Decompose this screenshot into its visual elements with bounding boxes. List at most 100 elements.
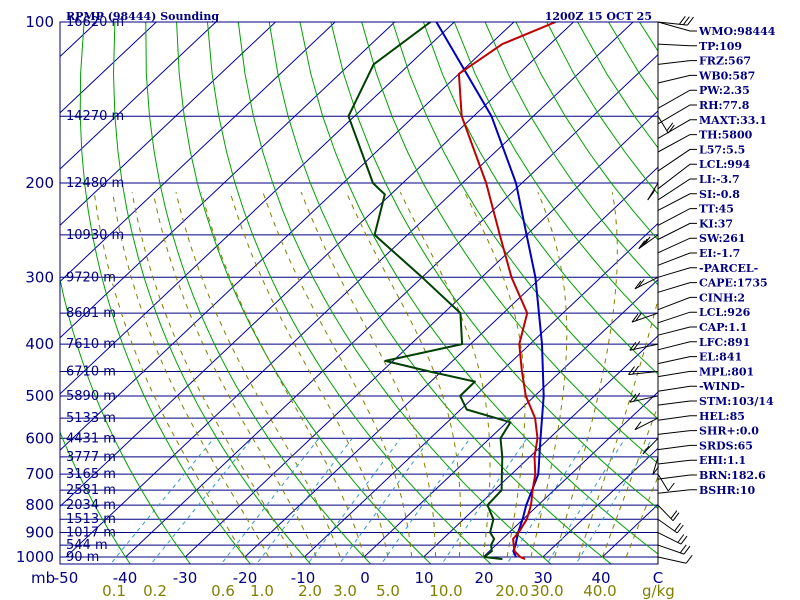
index-tp: TP:109 <box>699 40 742 53</box>
wind-barb-flag <box>670 510 678 519</box>
isotherm-line <box>60 22 515 451</box>
index-leader-line <box>657 474 697 480</box>
wind-barb <box>657 21 688 26</box>
index-el: EL:841 <box>699 351 742 364</box>
moist-adiabat-line <box>530 192 568 558</box>
wind-barb-flag <box>683 545 691 555</box>
index-leader-line <box>657 489 697 494</box>
isotherm-line <box>304 222 658 558</box>
index-leader-line <box>657 326 697 336</box>
height-tick-label: 9720 m <box>66 270 116 285</box>
moist-adiabat-line <box>175 192 341 558</box>
index-leader-line <box>657 119 697 139</box>
height-tick-label: 5890 m <box>66 389 116 404</box>
wind-barb-flag <box>685 554 693 564</box>
moist-adiabat-line <box>131 192 293 558</box>
index-leader-line <box>657 178 697 201</box>
wind-barb-flag <box>634 280 642 290</box>
height-tick-label: 6710 m <box>66 365 116 380</box>
height-tick-label: 7610 m <box>66 337 116 352</box>
mixing-ratio-line <box>506 438 589 564</box>
moist-adiabat-line <box>578 297 658 558</box>
mixing-ratio-line <box>546 438 626 564</box>
mixing-ratio-tick-label: 3.0 <box>333 582 357 600</box>
index-th: TH:5800 <box>699 129 753 142</box>
moist-adiabat-line <box>112 192 270 558</box>
pressure-tick-label: 200 <box>25 174 54 192</box>
index-leader-line <box>657 222 697 240</box>
moist-adiabat-line <box>93 192 246 558</box>
wind-barb-flag <box>633 341 641 350</box>
isotherm-line <box>125 54 658 558</box>
chart-title: RPMP (98444) Sounding <box>66 10 219 23</box>
pressure-tick-label: 600 <box>25 429 54 447</box>
index-brn: BRN:182.6 <box>699 469 766 482</box>
temperature-tick-label: -10 <box>291 569 316 587</box>
index-leader-line <box>657 21 697 32</box>
index-leader-line <box>657 459 697 465</box>
dry-adiabat-line <box>422 22 658 375</box>
index-tt: TT:45 <box>699 203 734 216</box>
wind-barb-flag <box>641 238 648 248</box>
dewpoint-trace <box>347 22 512 561</box>
mixing-ratio-line <box>109 437 215 564</box>
wind-barb-flag <box>631 313 639 323</box>
index-leader-line <box>657 74 697 84</box>
index-stm: STM:103/14 <box>699 395 774 408</box>
mixing-ratio-tick-label: 2.0 <box>298 582 322 600</box>
index-si: SI:-0.8 <box>699 188 740 201</box>
isotherm-line <box>60 22 574 508</box>
wind-barb-flag <box>648 189 656 198</box>
profile-layer <box>347 22 556 561</box>
moist-adiabat-line <box>262 192 413 558</box>
index-wb: WB0:587 <box>698 69 755 82</box>
wind-barb-flag <box>628 366 635 375</box>
wind-barb-flag <box>667 482 675 492</box>
mixing-ratio-tick-label: 40.0 <box>583 582 616 600</box>
height-tick-label: 1017 m <box>66 526 116 541</box>
mixing-ratio-tick-label: 20.0 <box>495 582 528 600</box>
mixing-ratio-tick-label: 30.0 <box>530 582 563 600</box>
index-ei: EI:-1.7 <box>699 247 740 260</box>
temperature-tick-label: -30 <box>173 569 198 587</box>
index-leader-line <box>657 400 697 406</box>
dry-adiabat-line <box>60 430 131 564</box>
wind-barb-flag <box>687 16 694 26</box>
dry-adiabat-line <box>361 22 658 465</box>
mixing-ratio-tick-label: 10.0 <box>429 582 462 600</box>
pressure-tick-label: 700 <box>25 465 54 483</box>
isotherm-line <box>423 335 658 558</box>
pressure-tick-label: 900 <box>25 524 54 542</box>
moist-adiabat-line <box>229 192 389 558</box>
height-tick-label: 2581 m <box>66 483 116 498</box>
wind-barb-flag <box>633 392 641 402</box>
mixing-ratio-tick-label: 0.6 <box>211 582 235 600</box>
wind-barb <box>628 370 659 376</box>
wind-barb <box>657 504 674 522</box>
mixing-ratio-tick-label: 5.0 <box>376 582 400 600</box>
moist-adiabat-line <box>399 191 491 558</box>
index-leader-line <box>657 208 697 226</box>
pressure-tick-label: 1000 <box>16 548 54 566</box>
wind-barb-flag <box>666 122 674 132</box>
wind-barb-flag <box>679 544 687 554</box>
temperature-tick-label: -50 <box>54 569 79 587</box>
mixing-ratio-line <box>150 437 253 564</box>
wind-barb <box>657 556 687 564</box>
index-bshr: BSHR:10 <box>699 484 755 497</box>
index-leader-line <box>657 296 697 311</box>
index-leader-line <box>657 148 697 172</box>
temperature-tick-label: -40 <box>113 569 138 587</box>
index-wmo: WMO:98444 <box>698 25 776 38</box>
dry-adiabat-line <box>484 22 658 286</box>
dry-adiabat-line <box>299 22 658 555</box>
height-tick-label: 2034 m <box>66 498 116 513</box>
dry-adiabat-line <box>453 22 658 331</box>
pressure-tick-label: 400 <box>25 335 54 353</box>
mixing-ratio-tick-label: 1.0 <box>250 582 274 600</box>
index-leader-line <box>657 89 697 109</box>
index-ehi: EHI:1.1 <box>699 454 746 467</box>
dry-adiabat-line <box>330 22 658 510</box>
index-cap: CAP:1.1 <box>699 321 747 334</box>
